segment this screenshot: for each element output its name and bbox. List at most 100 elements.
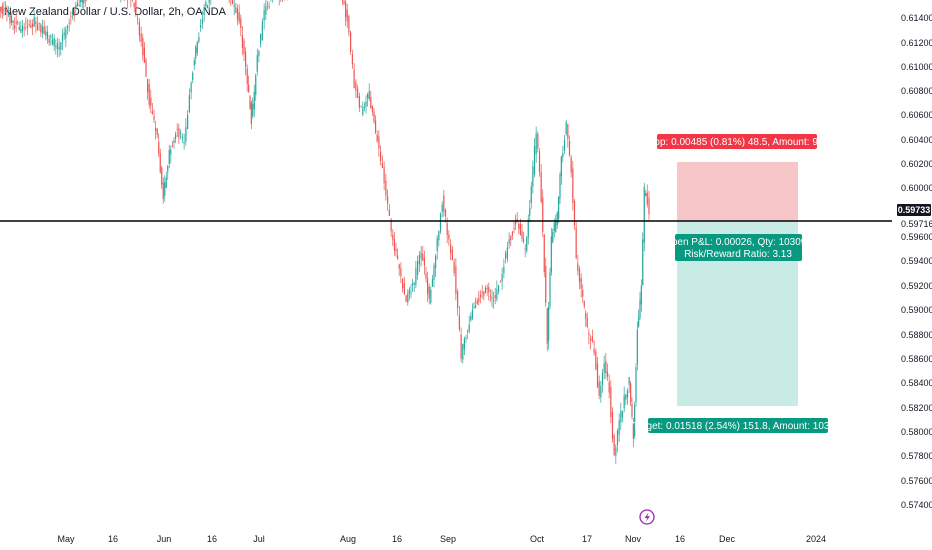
candle-body <box>197 42 198 53</box>
candle-body <box>172 146 173 147</box>
candle-body <box>548 307 549 340</box>
candle-body <box>505 253 506 259</box>
stop-zone[interactable] <box>677 162 798 221</box>
candle-body <box>437 238 438 251</box>
candle-body <box>425 274 426 279</box>
candle-body <box>269 6 270 7</box>
candle-body <box>551 236 552 272</box>
candle-body <box>354 69 355 88</box>
candle-body <box>205 2 206 6</box>
candle-body <box>25 22 26 23</box>
candle-body <box>29 24 30 25</box>
candle-body <box>545 266 546 303</box>
price-tick-label: 0.59200 <box>901 281 932 291</box>
candle-body <box>638 317 639 326</box>
candle-body <box>567 124 568 139</box>
candle-body <box>380 152 381 161</box>
candle-body <box>39 23 40 24</box>
candle-body <box>566 122 567 134</box>
candle-body <box>74 11 75 16</box>
candle-body <box>447 223 448 235</box>
candle-body <box>20 29 21 33</box>
candle-body <box>469 325 470 332</box>
candle-body <box>631 404 632 417</box>
candle-body <box>509 239 510 244</box>
candle-body <box>209 0 210 3</box>
candle-body <box>587 318 588 327</box>
candle-body <box>355 82 356 90</box>
candle-body <box>526 238 527 251</box>
candle-body <box>531 186 532 203</box>
price-tick-label: 0.59716 <box>901 219 932 229</box>
candle-body <box>178 128 179 138</box>
candle-body <box>630 383 631 402</box>
candle-body <box>483 292 484 296</box>
candle-body <box>204 8 205 15</box>
candle-body <box>422 254 423 261</box>
candle-body <box>450 245 451 254</box>
candle-body <box>232 0 233 4</box>
stop-label: Stop: 0.00485 (0.81%) 48.5, Amount: 990 <box>645 134 829 149</box>
candle-body <box>173 140 174 142</box>
candle-body <box>503 267 504 273</box>
svg-text:Open P&L: 0.00026, Qty: 103092: Open P&L: 0.00026, Qty: 103092 <box>664 237 812 248</box>
candle-body <box>599 381 600 395</box>
candle-body <box>475 306 476 308</box>
candle-body <box>54 38 55 46</box>
candle-body <box>588 333 589 335</box>
candle-body <box>462 344 463 360</box>
candle-body <box>607 371 608 376</box>
candle-body <box>555 221 556 232</box>
candle-body <box>195 47 196 58</box>
candle-body <box>247 69 248 84</box>
candle-body <box>400 268 401 276</box>
candle-body <box>155 128 156 131</box>
candle-body <box>34 17 35 26</box>
candle-body <box>142 38 143 56</box>
candle-body <box>639 300 640 318</box>
candle-body <box>495 295 496 298</box>
candle-body <box>249 96 250 109</box>
candle-body <box>372 106 373 112</box>
price-axis[interactable]: 0.61400 0.61200 0.61000 0.60800 0.60600 0.604… <box>901 13 932 510</box>
candle-body <box>610 387 611 417</box>
candle-body <box>572 168 573 202</box>
candle-body <box>189 95 190 112</box>
candle-body <box>417 261 418 275</box>
candle-body <box>585 313 586 318</box>
lightning-event-icon[interactable] <box>640 510 654 524</box>
candle-body <box>512 231 513 235</box>
candle-body <box>6 10 7 13</box>
price-tick-label: 0.58400 <box>901 378 932 388</box>
time-tick-label: Oct <box>530 534 545 544</box>
time-tick-label: 16 <box>108 534 118 544</box>
current-price-tag: 0.59733 <box>897 204 931 216</box>
candle-body <box>243 41 244 55</box>
candle-body <box>496 289 497 299</box>
candle-body <box>564 140 565 151</box>
candle-body <box>145 60 146 77</box>
time-tick-label: Jul <box>253 534 265 544</box>
candle-body <box>369 91 370 99</box>
time-axis[interactable]: May 16 Jun 16 Jul Aug 16 Sep Oct 17 Nov 16 Dec 2024 <box>57 534 826 544</box>
price-tick-label: 0.60800 <box>901 86 932 96</box>
candle-body <box>554 223 555 232</box>
pnl-label: Open P&L: 0.00026, Qty: 103092 Risk/Rewa… <box>664 234 812 261</box>
candle-body <box>57 43 58 49</box>
candle-body <box>12 21 13 23</box>
candle-body <box>242 35 243 48</box>
candle-body <box>518 224 519 229</box>
candle-body <box>470 317 471 321</box>
candle-body <box>382 163 383 168</box>
candle-body <box>357 89 358 98</box>
candle-body <box>153 116 154 120</box>
candle-body <box>150 98 151 106</box>
candle-body <box>361 106 362 107</box>
candle-body <box>234 5 235 7</box>
candle-body <box>445 210 446 216</box>
candle-body <box>594 349 595 353</box>
candle-body <box>490 296 491 297</box>
candle-body <box>59 47 60 49</box>
candle-body <box>348 16 349 32</box>
